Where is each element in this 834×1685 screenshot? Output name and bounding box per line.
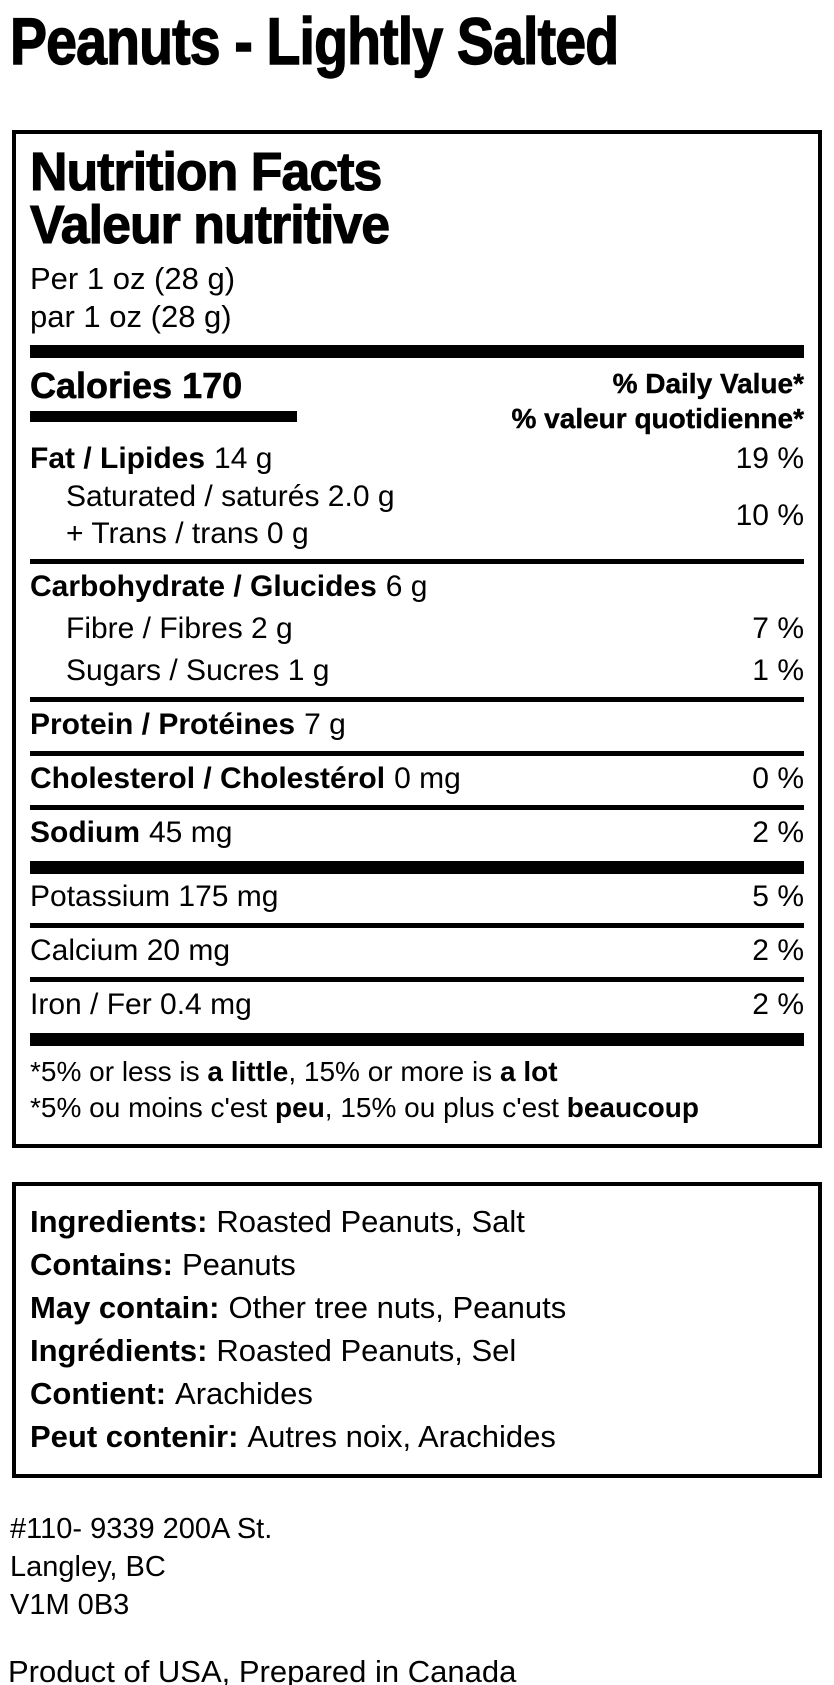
calories-underline-bar	[30, 411, 297, 422]
nutrient-row-fibre: Fibre / Fibres 2 g 7 %	[30, 610, 804, 648]
cholesterol-amount: 0 mg	[394, 762, 461, 795]
may-contain-label-fr: Peut contenir:	[30, 1419, 239, 1454]
footnote-fr-mid: , 15% ou plus c'est	[324, 1092, 567, 1123]
ingredients-panel: Ingredients: Roasted Peanuts, Salt Contai…	[12, 1182, 822, 1478]
ingredients-line-en: Ingredients: Roasted Peanuts, Salt	[30, 1200, 804, 1243]
may-contain-text-fr: Autres noix, Arachides	[247, 1419, 556, 1454]
carbohydrate-amount: 6 g	[385, 570, 428, 603]
nutrient-row-fat: Fat / Lipides 14 g 19 %	[30, 440, 804, 478]
footnote-en-a-lot: a lot	[499, 1056, 558, 1087]
calcium-label: Calcium 20 mg	[30, 934, 231, 967]
fibre-dv: 7 %	[752, 612, 804, 645]
ingredients-label-fr: Ingrédients:	[30, 1333, 208, 1368]
ingredients-label-en: Ingredients:	[30, 1204, 208, 1239]
nutrition-facts-heading-fr: Valeur nutritive	[29, 195, 390, 255]
sodium-amount: 45 mg	[149, 816, 233, 849]
may-contain-text-en: Other tree nuts, Peanuts	[228, 1290, 567, 1325]
footnote-en-a-little: a little	[207, 1056, 289, 1087]
trans-label: + Trans / trans 0 g	[66, 517, 309, 550]
sodium-label: Sodium	[30, 816, 140, 849]
nutrient-row-carbohydrate: Carbohydrate / Glucides 6 g	[30, 568, 804, 606]
nutrient-row-sugars: Sugars / Sucres 1 g 1 %	[30, 652, 804, 690]
fat-amount: 14 g	[214, 442, 273, 475]
saturated-trans-dv: 10 %	[735, 498, 804, 532]
footnote-en-pre: *5% or less is	[30, 1056, 208, 1087]
footnote-fr-pre: *5% ou moins c'est	[30, 1092, 276, 1123]
separator-thin	[30, 923, 804, 928]
daily-value-footnote-en: *5% or less is a little, 15% or more is …	[30, 1054, 804, 1090]
may-contain-label-en: May contain:	[30, 1290, 220, 1325]
potassium-dv: 5 %	[752, 880, 804, 913]
contains-line-fr: Contient: Arachides	[30, 1372, 804, 1415]
serving-size-fr: par 1 oz (28 g)	[30, 299, 232, 334]
separator-thin	[30, 697, 804, 702]
ingredients-line-fr: Ingrédients: Roasted Peanuts, Sel	[30, 1329, 804, 1372]
nutrient-row-sodium: Sodium 45 mg 2 %	[30, 814, 804, 852]
manufacturer-address: #110- 9339 200A St. Langley, BC V1M 0B3	[10, 1510, 834, 1624]
calories-dailyvalue-row: Calories 170 % Daily Value* % valeur quo…	[30, 365, 804, 436]
contains-text-fr: Arachides	[175, 1376, 313, 1411]
daily-value-header-en: % Daily Value*	[612, 368, 804, 399]
ingredients-text-fr: Roasted Peanuts, Sel	[216, 1333, 517, 1368]
contains-label-en: Contains:	[30, 1247, 173, 1282]
product-title: Peanuts - Lightly Salted	[9, 4, 619, 78]
separator-thin	[30, 977, 804, 982]
protein-label: Protein / Protéines	[30, 708, 296, 741]
fat-dv: 19 %	[735, 442, 804, 475]
nutrition-facts-panel: Nutrition Facts Valeur nutritive Per 1 o…	[12, 130, 822, 1148]
contains-line-en: Contains: Peanuts	[30, 1243, 804, 1286]
separator-thick	[30, 1033, 804, 1046]
saturated-label: Saturated / saturés 2.0 g	[66, 480, 395, 513]
nutrient-row-protein: Protein / Protéines 7 g	[30, 706, 804, 744]
potassium-label: Potassium 175 mg	[30, 880, 279, 913]
nutrient-row-potassium: Potassium 175 mg 5 %	[30, 878, 804, 916]
separator-thick	[30, 861, 804, 874]
nutrient-row-cholesterol: Cholesterol / Cholestérol 0 mg 0 %	[30, 760, 804, 798]
fat-label: Fat / Lipides	[30, 442, 206, 475]
address-street: #110- 9339 200A St.	[10, 1513, 273, 1545]
nutrition-facts-heading-en: Nutrition Facts	[29, 142, 382, 202]
separator-thin	[30, 805, 804, 810]
nutrient-row-saturated-trans: Saturated / saturés 2.0 g + Trans / tran…	[30, 478, 804, 552]
calories-value: Calories 170	[30, 365, 243, 406]
footnote-fr-beaucoup: beaucoup	[566, 1092, 699, 1123]
carbohydrate-label: Carbohydrate / Glucides	[30, 570, 377, 603]
saturated-trans-labels: Saturated / saturés 2.0 g + Trans / tran…	[30, 478, 395, 552]
separator-thin	[30, 559, 804, 564]
nutrient-row-calcium: Calcium 20 mg 2 %	[30, 932, 804, 970]
daily-value-header: % Daily Value* % valeur quotidienne*	[511, 366, 804, 436]
contains-text-en: Peanuts	[181, 1247, 296, 1282]
sugars-dv: 1 %	[752, 654, 804, 687]
iron-label: Iron / Fer 0.4 mg	[30, 988, 252, 1021]
separator-thin	[30, 751, 804, 756]
cholesterol-label: Cholesterol / Cholestérol	[30, 762, 386, 795]
may-contain-line-en: May contain: Other tree nuts, Peanuts	[30, 1286, 804, 1329]
address-postal-code: V1M 0B3	[10, 1589, 130, 1621]
daily-value-header-fr: % valeur quotidienne*	[511, 403, 804, 434]
sugars-label: Sugars / Sucres 1 g	[66, 654, 330, 687]
fibre-label: Fibre / Fibres 2 g	[66, 612, 293, 645]
cholesterol-dv: 0 %	[752, 762, 804, 795]
footnote-en-mid: , 15% or more is	[288, 1056, 500, 1087]
country-of-origin: Product of USA, Prepared in Canada	[8, 1654, 517, 1685]
sodium-dv: 2 %	[752, 816, 804, 849]
may-contain-line-fr: Peut contenir: Autres noix, Arachides	[30, 1415, 804, 1458]
address-city: Langley, BC	[10, 1551, 166, 1583]
calcium-dv: 2 %	[752, 934, 804, 967]
nutrient-row-iron: Iron / Fer 0.4 mg 2 %	[30, 986, 804, 1024]
ingredients-text-en: Roasted Peanuts, Salt	[216, 1204, 525, 1239]
iron-dv: 2 %	[752, 988, 804, 1021]
contains-label-fr: Contient:	[30, 1376, 167, 1411]
daily-value-footnote-fr: *5% ou moins c'est peu, 15% ou plus c'es…	[30, 1090, 804, 1126]
separator-thick	[30, 345, 804, 358]
calories-block: Calories 170	[30, 365, 297, 436]
serving-size-en: Per 1 oz (28 g)	[30, 261, 236, 296]
protein-amount: 7 g	[304, 708, 346, 741]
footnote-fr-peu: peu	[275, 1092, 325, 1123]
